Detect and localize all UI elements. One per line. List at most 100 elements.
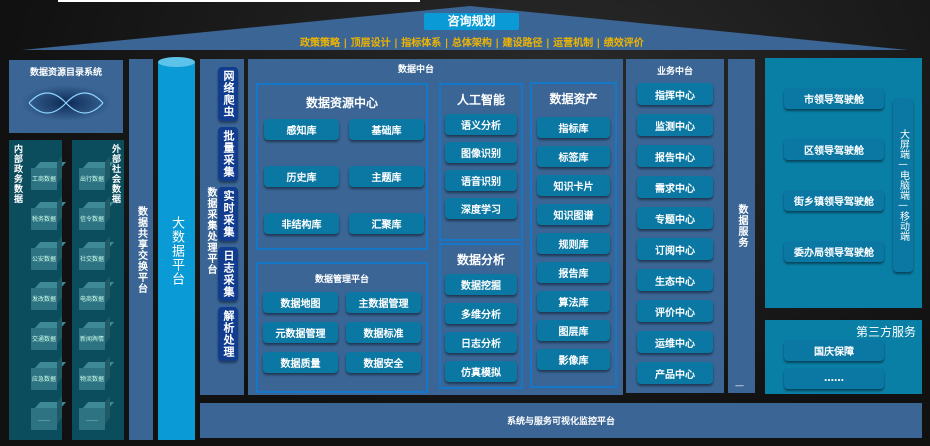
- resource-library-button[interactable]: 历史库: [264, 166, 339, 187]
- data-source-cube: 社交数据: [79, 248, 105, 270]
- analysis-function-button[interactable]: 数据挖掘: [445, 274, 517, 295]
- management-function-button[interactable]: 元数据管理: [263, 322, 338, 343]
- asset-library-button[interactable]: 影像库: [537, 349, 610, 370]
- data-source-cube: 电商数据: [79, 288, 105, 310]
- catalog-title: 数据资源目录系统: [29, 68, 102, 78]
- terminals-label: 大屏端—电脑端—移动端: [893, 98, 913, 272]
- service-title: 数据服务: [736, 204, 747, 248]
- business-center-button[interactable]: 运维中心: [637, 331, 713, 353]
- collection-title: 数据采集处理平台: [205, 187, 216, 275]
- collection-platform: 数据采集处理平台 网络爬虫批量采集实时采集日志采集解析处理: [200, 59, 244, 395]
- asset-library-button[interactable]: 知识图谱: [537, 204, 610, 225]
- data-source-cube: ……: [31, 408, 57, 430]
- data-source-cube: 工商数据: [31, 168, 57, 190]
- management-function-button[interactable]: 数据标准: [346, 322, 421, 343]
- data-service: 数据服务 —: [728, 59, 755, 393]
- management-title: 数据管理平台: [314, 275, 369, 285]
- asset-library-button[interactable]: 标签库: [537, 146, 610, 167]
- monitor-platform: 系统与服务可视化监控平台: [200, 403, 922, 438]
- cockpit-panel: 市领导驾驶舱 区领导驾驶舱 街乡镇领导驾驶舱 委办局领导驾驶舱 大屏端—电脑端—移动端: [765, 58, 922, 308]
- resource-title: 数据资源中心: [305, 96, 378, 110]
- resource-library-button[interactable]: 汇聚库: [349, 213, 424, 234]
- cockpit-button[interactable]: 市领导驾驶舱: [784, 88, 884, 109]
- data-source-cube: ……: [79, 408, 105, 430]
- business-center-button[interactable]: 订阅中心: [637, 238, 713, 260]
- asset-library-button[interactable]: 算法库: [537, 291, 610, 312]
- ai-title: 人工智能: [456, 93, 505, 107]
- analysis-function-button[interactable]: 多维分析: [445, 303, 517, 324]
- service-mark: —: [735, 381, 744, 391]
- thirdparty-service-button[interactable]: 国庆保障: [784, 340, 884, 361]
- bigdata-title: 大数据平台: [169, 216, 184, 286]
- resource-library-button[interactable]: 主题库: [349, 166, 424, 187]
- data-source-cube: 交通数据: [31, 328, 57, 350]
- thirdparty-title: 第三方服务: [855, 325, 916, 339]
- resource-library-button[interactable]: 感知库: [264, 119, 339, 140]
- business-center-button[interactable]: 报告中心: [637, 145, 713, 167]
- collection-method-button[interactable]: 日志采集: [218, 247, 238, 301]
- business-center-button[interactable]: 生态中心: [637, 269, 713, 291]
- cockpit-button[interactable]: 区领导驾驶舱: [784, 139, 884, 160]
- business-center-button[interactable]: 产品中心: [637, 362, 713, 384]
- thirdparty-service-button[interactable]: ……: [784, 368, 884, 389]
- management-function-button[interactable]: 主数据管理: [346, 292, 421, 313]
- cockpit-button[interactable]: 委办局领导驾驶舱: [784, 241, 884, 262]
- data-source-cube: 公安数据: [31, 248, 57, 270]
- business-title: 业务中台: [656, 67, 693, 77]
- collection-method-button[interactable]: 解析处理: [218, 307, 238, 361]
- management-function-button[interactable]: 数据质量: [263, 352, 338, 373]
- cockpit-button[interactable]: 街乡镇领导驾驶舱: [784, 190, 884, 211]
- collection-method-button[interactable]: 网络爬虫: [218, 67, 238, 121]
- collection-method-button[interactable]: 批量采集: [218, 127, 238, 181]
- external-data-panel: 外部社会数据 出行数据 信令数据 社交数据 电商数据 新闻舆情 物流数据 ……: [72, 140, 124, 440]
- business-center-button[interactable]: 评价中心: [637, 300, 713, 322]
- asset-library-button[interactable]: 规则库: [537, 233, 610, 254]
- asset-library-button[interactable]: 报告库: [537, 262, 610, 283]
- data-source-cube: 物流数据: [79, 368, 105, 390]
- management-platform: 数据管理平台 数据地图 主数据管理 元数据管理 数据标准 数据质量 数据安全: [256, 262, 428, 393]
- dna-helix-image: [21, 85, 111, 121]
- catalog-panel: 数据资源目录系统: [9, 60, 123, 133]
- thirdparty-panel: 第三方服务 国庆保障 ……: [765, 320, 922, 394]
- resource-library-button[interactable]: 非结构库: [264, 213, 339, 234]
- business-center-button[interactable]: 监测中心: [637, 114, 713, 136]
- assets-box: 数据资产 指标库标签库知识卡片知识图谱规则库报告库算法库图层库影像库: [530, 82, 617, 388]
- business-center-button[interactable]: 需求中心: [637, 176, 713, 198]
- asset-library-button[interactable]: 知识卡片: [537, 175, 610, 196]
- ai-function-button[interactable]: 深度学习: [445, 198, 517, 219]
- asset-library-button[interactable]: 图层库: [537, 320, 610, 341]
- business-center-button[interactable]: 指挥中心: [637, 83, 713, 105]
- bigdata-cylinder: 大数据平台: [158, 57, 195, 440]
- data-source-cube: 税务数据: [31, 208, 57, 230]
- assets-title: 数据资产: [549, 92, 598, 106]
- business-platform: 业务中台 指挥中心监测中心报告中心需求中心专题中心订阅中心生态中心评价中心运维中…: [626, 59, 724, 393]
- top-strip: [58, 0, 420, 2]
- data-source-cube: 发改数据: [31, 288, 57, 310]
- business-center-button[interactable]: 专题中心: [637, 207, 713, 229]
- analysis-box: 数据分析 数据挖掘多维分析日志分析仿真模拟: [439, 243, 523, 389]
- analysis-function-button[interactable]: 日志分析: [445, 332, 517, 353]
- ai-box: 人工智能 语义分析图像识别语音识别深度学习: [439, 83, 523, 241]
- consulting-button[interactable]: 咨询规划: [424, 13, 519, 30]
- ai-function-button[interactable]: 语音识别: [445, 170, 517, 191]
- data-source-cube: 新闻舆情: [79, 328, 105, 350]
- analysis-title: 数据分析: [456, 253, 505, 267]
- management-function-button[interactable]: 数据安全: [346, 352, 421, 373]
- resource-center: 数据资源中心 感知库 基础库历史库 主题库非结构库 汇聚库: [256, 83, 428, 250]
- ai-function-button[interactable]: 语义分析: [445, 114, 517, 135]
- data-source-cube: 出行数据: [79, 168, 105, 190]
- exchange-title: 数据共享交换平台: [135, 205, 147, 294]
- internal-title: 内部政务数据: [12, 144, 22, 204]
- asset-library-button[interactable]: 指标库: [537, 117, 610, 138]
- analysis-function-button[interactable]: 仿真模拟: [445, 361, 517, 382]
- internal-data-panel: 内部政务数据 工商数据 税务数据 公安数据 发改数据 交通数据 应急数据 ……: [9, 140, 62, 440]
- monitor-title: 系统与服务可视化监控平台: [506, 417, 615, 427]
- collection-method-button[interactable]: 实时采集: [218, 187, 238, 241]
- resource-library-button[interactable]: 基础库: [349, 119, 424, 140]
- consulting-items: 政策策略 | 顶层设计 | 指标体系 | 总体架构 | 建设路径 | 运营机制 …: [300, 38, 644, 49]
- management-function-button[interactable]: 数据地图: [263, 292, 338, 313]
- ai-function-button[interactable]: 图像识别: [445, 142, 517, 163]
- external-title: 外部社会数据: [110, 144, 120, 204]
- middle-title: 数据中台: [398, 65, 435, 75]
- data-middle-platform: 数据中台 数据资源中心 感知库 基础库历史库 主题库非结构库 汇聚库 数据管理平台 数…: [248, 59, 623, 395]
